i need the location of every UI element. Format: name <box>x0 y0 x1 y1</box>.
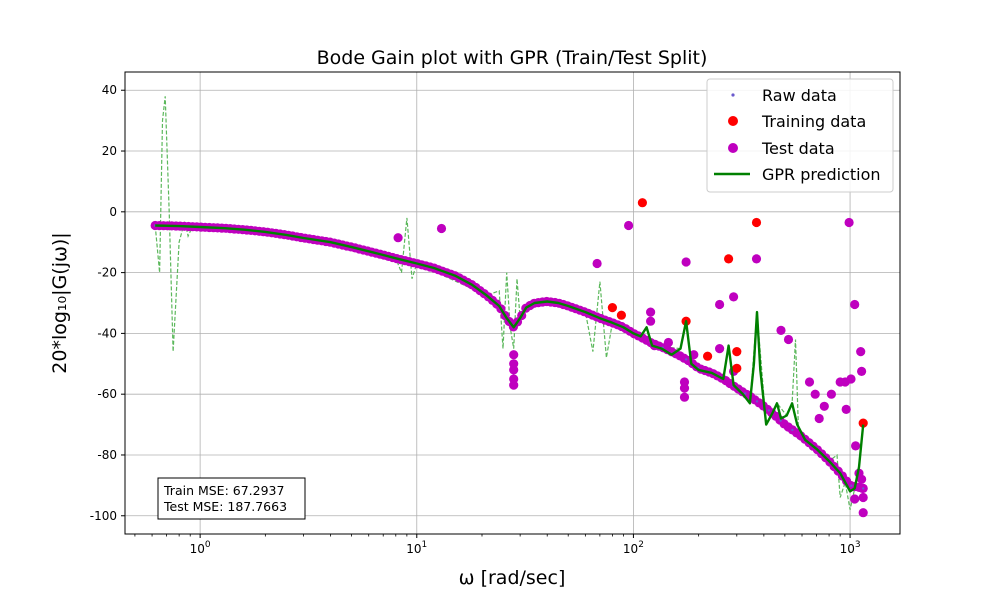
test-data-point <box>810 389 820 399</box>
x-axis-label: ω [rad/sec] <box>459 567 566 589</box>
training-data-point <box>858 418 868 428</box>
test-data-point <box>856 347 866 357</box>
raw-data-point <box>862 487 865 490</box>
raw-data-point <box>767 409 770 412</box>
training-data-point <box>732 363 742 373</box>
test-data-point <box>646 307 656 317</box>
test-data-point <box>624 220 634 231</box>
test-data-point <box>858 492 868 503</box>
test-data-point <box>858 508 868 518</box>
test-data-point <box>819 401 829 411</box>
test-data-point <box>841 404 851 414</box>
y-tick-label: -80 <box>97 448 117 462</box>
legend-raw-marker <box>731 93 735 97</box>
raw-data-point <box>755 400 759 403</box>
y-axis-label: 20*log₁₀|G(jω)| <box>49 232 71 373</box>
y-tick-label: -100 <box>90 509 117 523</box>
raw-data-point <box>791 428 794 432</box>
gpr-prediction-line <box>155 224 865 493</box>
training-data-point <box>637 198 648 208</box>
mse-box: Train MSE: 67.2937 Test MSE: 187.7663 <box>157 477 306 520</box>
legend-train-marker <box>728 116 738 126</box>
x-tick-label: 100 <box>190 540 211 556</box>
test-data-point <box>715 344 725 354</box>
raw-data-point <box>744 392 747 395</box>
test-mse-text: Test MSE: 187.7663 <box>163 499 287 514</box>
test-data-point <box>857 474 867 484</box>
test-data-point <box>850 494 860 504</box>
training-data-point <box>616 310 627 320</box>
y-tick-label: 40 <box>102 83 117 97</box>
chart-title: Bode Gain plot with GPR (Train/Test Spli… <box>317 47 708 69</box>
legend-gpr-label: GPR prediction <box>762 165 881 184</box>
test-data-point <box>804 377 815 387</box>
axis-ticks: 40 20 0 -20 -40 -60 -80 -100 100 101 102 103 <box>90 83 861 556</box>
test-data-point <box>509 380 519 390</box>
test-data-point <box>850 299 860 310</box>
training-data-point <box>751 217 762 228</box>
test-data-point <box>751 254 762 264</box>
legend-raw-label: Raw data <box>762 86 837 105</box>
test-data-point <box>679 392 690 402</box>
x-tick-label: 101 <box>406 540 427 556</box>
training-data-point <box>724 254 734 264</box>
raw-data-point <box>685 358 688 361</box>
training-data-point <box>607 303 618 313</box>
test-data-point <box>844 217 854 228</box>
test-data-point <box>646 316 656 326</box>
test-data-point <box>436 223 447 234</box>
training-data-point <box>703 351 713 361</box>
test-data-point <box>783 334 794 345</box>
raw-data-point <box>779 419 782 422</box>
test-data-point <box>509 350 519 360</box>
test-data-point <box>846 374 856 384</box>
legend-train-label: Training data <box>761 112 866 131</box>
raw-data-point <box>850 484 853 487</box>
uncertainty-curve <box>154 96 864 510</box>
mse-box-frame <box>157 477 306 520</box>
y-tick-label: 0 <box>109 205 117 219</box>
plot-area <box>150 96 868 518</box>
y-tick-label: -60 <box>97 387 117 401</box>
test-data-point <box>663 337 674 348</box>
test-data-point <box>851 441 861 451</box>
legend: Raw data Training data Test data GPR pre… <box>706 78 894 193</box>
test-data-point <box>679 383 690 393</box>
y-tick-label: -20 <box>97 266 117 280</box>
test-data-point <box>509 365 519 375</box>
test-data-point <box>776 325 786 335</box>
test-data-point <box>715 299 725 310</box>
test-data-point <box>592 258 602 269</box>
test-data-point <box>857 366 867 376</box>
legend-frame <box>706 78 894 193</box>
plot-frame <box>124 71 901 535</box>
test-data-point <box>681 257 691 267</box>
legend-test-marker <box>728 143 738 153</box>
y-tick-label: -40 <box>97 326 117 340</box>
test-data-point <box>826 389 837 399</box>
training-data-point <box>732 347 742 357</box>
legend-test-label: Test data <box>761 139 835 158</box>
x-tick-label: 102 <box>623 540 644 556</box>
test-data-point <box>393 233 403 243</box>
train-mse-text: Train MSE: 67.2937 <box>163 483 284 498</box>
test-data-point <box>729 292 739 302</box>
y-tick-label: 20 <box>102 144 117 158</box>
test-data-point <box>814 413 824 424</box>
x-tick-label: 103 <box>840 540 861 556</box>
